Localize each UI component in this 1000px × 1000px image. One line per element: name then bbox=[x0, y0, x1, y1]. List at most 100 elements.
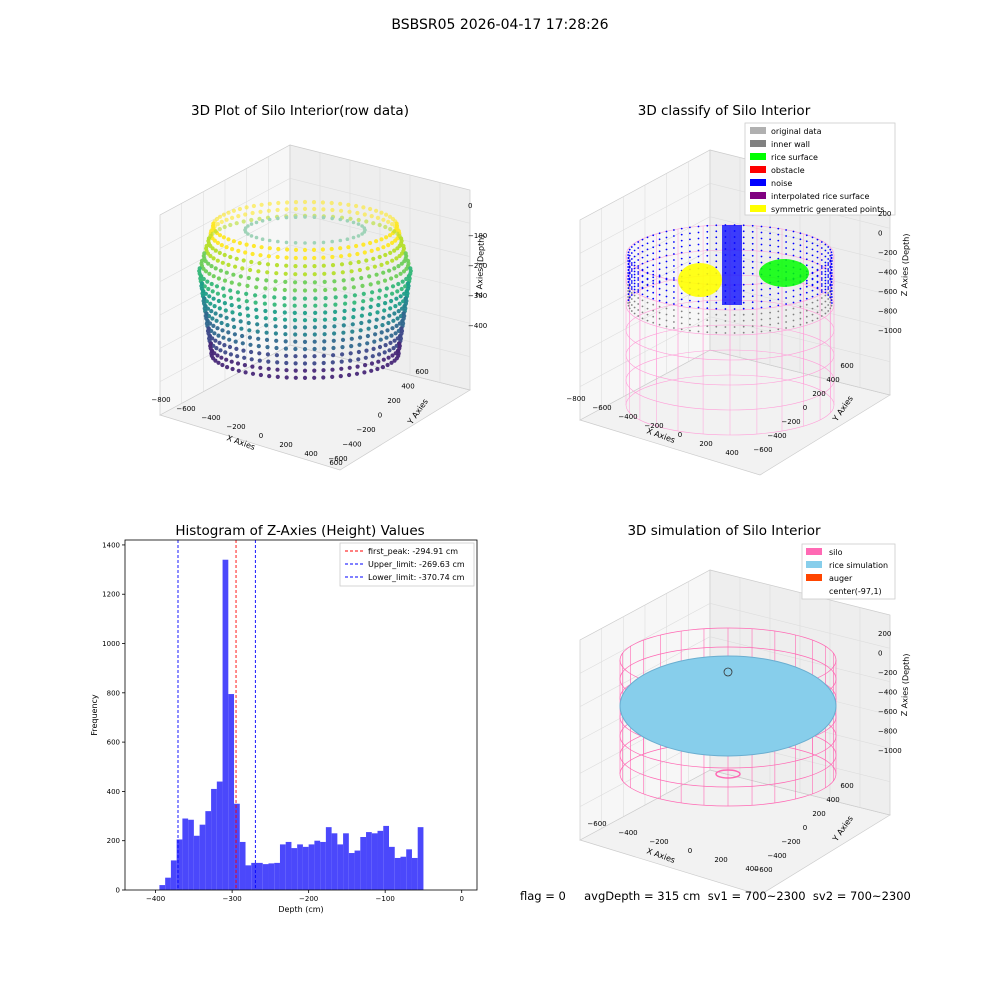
histogram-bar bbox=[205, 811, 212, 890]
raw-point bbox=[330, 207, 335, 213]
classify-point bbox=[824, 273, 827, 276]
classify-point bbox=[816, 268, 819, 271]
classify-point bbox=[637, 309, 640, 311]
histogram-bar bbox=[188, 819, 194, 890]
raw-point bbox=[265, 270, 270, 275]
classify-point bbox=[824, 300, 827, 303]
raw-point bbox=[392, 229, 397, 234]
raw-point bbox=[231, 272, 236, 277]
raw-point bbox=[393, 238, 398, 243]
classify-point bbox=[724, 326, 727, 328]
classify-point bbox=[628, 266, 631, 269]
classify-point bbox=[630, 304, 633, 306]
classify-point bbox=[637, 289, 640, 291]
classify-point bbox=[827, 282, 830, 284]
simulation-legend bbox=[801, 543, 896, 600]
raw-point bbox=[322, 279, 327, 284]
y-tick-label: 400 bbox=[107, 788, 120, 796]
classify-point bbox=[633, 312, 636, 315]
raw-point bbox=[228, 254, 233, 260]
raw-point bbox=[338, 238, 343, 243]
classify-point bbox=[658, 238, 661, 241]
classify-point bbox=[830, 304, 833, 307]
sim-x-tick-label: −200 bbox=[649, 838, 668, 846]
cls-x-tick-label: 0 bbox=[678, 431, 682, 439]
classify-point bbox=[824, 249, 827, 252]
classify-point bbox=[820, 309, 823, 311]
raw-point bbox=[237, 240, 242, 246]
classify-point bbox=[785, 229, 787, 231]
raw-point bbox=[333, 309, 338, 314]
raw-point bbox=[258, 365, 263, 370]
classify-point bbox=[805, 246, 808, 249]
raw-point bbox=[215, 326, 220, 331]
classify-point bbox=[628, 272, 631, 275]
classify-point bbox=[697, 237, 700, 240]
raw-point bbox=[345, 219, 350, 223]
raw-point bbox=[408, 266, 413, 271]
raw-x-tick-label: −400 bbox=[201, 414, 220, 422]
raw-point bbox=[395, 246, 400, 251]
raw-point bbox=[311, 200, 317, 205]
classify-point bbox=[673, 271, 675, 273]
raw-point bbox=[381, 357, 386, 362]
classify-point bbox=[751, 230, 754, 233]
classify-point bbox=[697, 231, 700, 234]
classify-point bbox=[811, 248, 814, 251]
raw-point bbox=[293, 241, 298, 245]
classify-point bbox=[769, 317, 771, 320]
classify-point bbox=[633, 261, 636, 264]
classify-point bbox=[628, 296, 631, 299]
raw-point bbox=[354, 203, 359, 209]
raw-point bbox=[376, 303, 381, 308]
raw-point bbox=[371, 256, 376, 261]
classify-point bbox=[652, 315, 655, 318]
raw-point bbox=[375, 215, 380, 220]
raw-point bbox=[292, 310, 297, 315]
raw-point bbox=[374, 272, 379, 277]
classify-point bbox=[733, 326, 736, 328]
classify-point bbox=[673, 265, 675, 267]
raw-point bbox=[249, 234, 254, 238]
raw-point bbox=[250, 251, 255, 257]
raw-point bbox=[333, 302, 338, 307]
classify-point bbox=[816, 250, 819, 253]
x-tick-label: −200 bbox=[299, 895, 318, 903]
raw-point bbox=[375, 366, 380, 372]
classify-point bbox=[665, 272, 668, 275]
classify-point bbox=[811, 260, 814, 263]
raw-point bbox=[347, 253, 352, 258]
classify-point bbox=[816, 256, 819, 259]
classify-point bbox=[760, 306, 763, 309]
raw-point bbox=[330, 216, 335, 221]
raw-point bbox=[404, 276, 409, 282]
classify-point bbox=[805, 252, 808, 255]
raw-point bbox=[345, 237, 350, 241]
classify-point bbox=[829, 278, 832, 281]
classify-point bbox=[742, 307, 745, 310]
sim-z-tick-label: 200 bbox=[878, 630, 891, 638]
classify-point bbox=[827, 264, 830, 266]
raw-point bbox=[221, 335, 226, 340]
classify-point bbox=[805, 315, 808, 318]
classify-point bbox=[665, 307, 668, 310]
raw-point bbox=[226, 237, 231, 242]
classify-point bbox=[680, 316, 683, 319]
classify-point bbox=[792, 230, 795, 233]
classify-point bbox=[689, 250, 691, 253]
classify-point bbox=[829, 296, 832, 299]
raw-point bbox=[343, 301, 348, 306]
raw-point bbox=[275, 374, 280, 379]
raw-point bbox=[198, 273, 203, 278]
histogram-title: Histogram of Z-Axies (Height) Values bbox=[175, 523, 425, 539]
classify-point bbox=[697, 255, 700, 258]
classify-point bbox=[665, 295, 668, 298]
histogram-bar bbox=[262, 864, 269, 890]
classify-point bbox=[792, 242, 795, 245]
raw-point bbox=[332, 317, 337, 322]
classify-point bbox=[680, 245, 683, 248]
classify-point bbox=[658, 293, 661, 296]
raw-point bbox=[221, 212, 226, 217]
raw-point bbox=[339, 262, 345, 267]
raw-point bbox=[263, 286, 268, 291]
